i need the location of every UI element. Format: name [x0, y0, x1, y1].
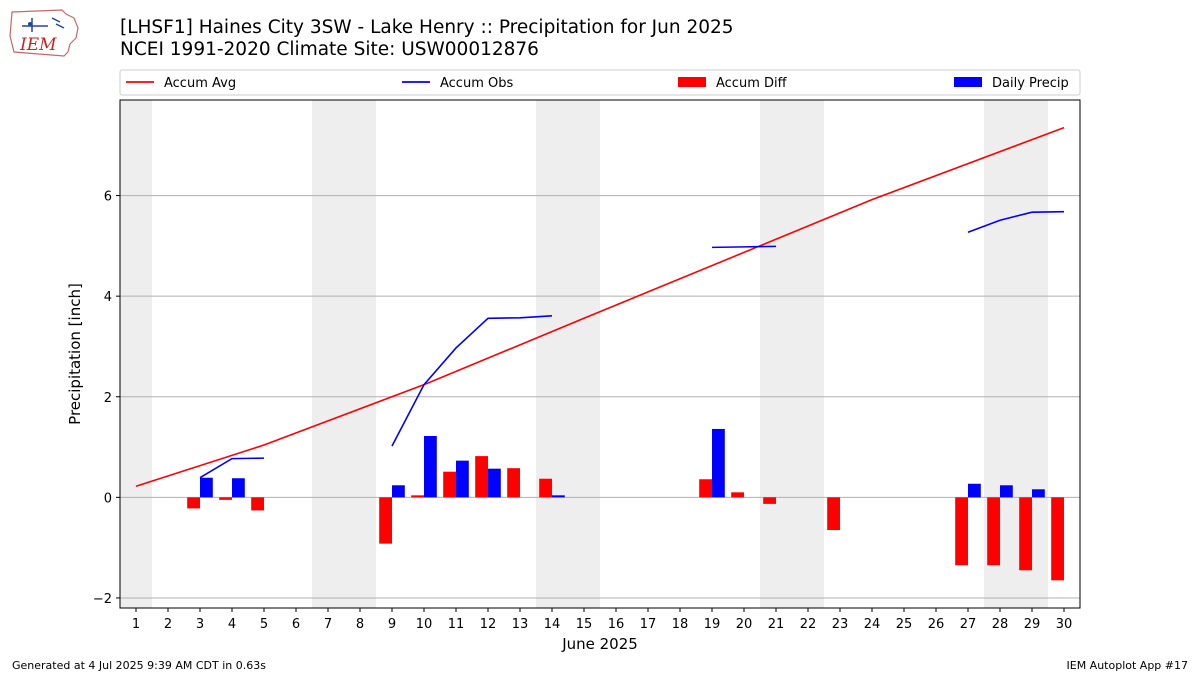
x-tick-label: 29	[1024, 617, 1041, 632]
x-tick-label: 13	[512, 617, 529, 632]
x-tick-label: 28	[992, 617, 1009, 632]
x-tick-label: 19	[704, 617, 721, 632]
y-axis: −2 0 2 4 6	[93, 190, 120, 607]
diff-bar	[955, 497, 968, 566]
y-tick-label: 4	[104, 290, 112, 305]
chart-title: [LHSF1] Haines City 3SW - Lake Henry :: …	[120, 17, 734, 38]
legend-label: Accum Diff	[716, 76, 788, 91]
x-axis-label: June 2025	[561, 635, 638, 653]
daily-bar	[968, 483, 981, 498]
weekend-band-14	[536, 100, 568, 608]
weekend-band-7	[312, 100, 344, 608]
x-tick-label: 8	[356, 617, 364, 632]
weekend-band-21	[760, 100, 792, 608]
x-tick-label: 7	[324, 617, 332, 632]
diff-bar	[763, 497, 776, 504]
x-tick-label: 18	[672, 617, 689, 632]
x-axis: 1 2 3 4 5 6 7 8 9 10 11 12 13 14 15 16 17 18 19 20 21 22 23 24 2…	[132, 608, 1072, 632]
weekend-band-8	[344, 100, 376, 608]
x-tick-label: 2	[164, 617, 172, 632]
iem-logo: IEM	[8, 6, 80, 62]
diff-bar	[1019, 497, 1032, 571]
y-axis-label: Precipitation [inch]	[66, 283, 84, 425]
diff-bar	[187, 497, 200, 509]
y-tick-label: −2	[93, 592, 112, 607]
footer-app: IEM Autoplot App #17	[1066, 659, 1189, 672]
x-tick-label: 21	[768, 617, 785, 632]
daily-bar	[424, 435, 437, 498]
x-tick-label: 12	[480, 617, 497, 632]
daily-bar	[712, 428, 725, 498]
weekend-band-22	[792, 100, 824, 608]
daily-bar	[392, 485, 405, 498]
daily-bar	[1032, 489, 1045, 498]
x-tick-label: 17	[640, 617, 657, 632]
diff-bar	[699, 479, 712, 498]
diff-bar	[379, 497, 392, 544]
diff-bar	[475, 456, 488, 498]
daily-bar	[456, 460, 469, 498]
legend-box	[119, 69, 1081, 96]
x-tick-label: 15	[576, 617, 593, 632]
daily-bar	[552, 495, 565, 498]
x-tick-label: 24	[864, 617, 881, 632]
x-tick-label: 6	[292, 617, 300, 632]
diff-bar	[411, 495, 424, 498]
logo-text: IEM	[19, 35, 57, 55]
x-tick-label: 5	[260, 617, 268, 632]
footer-generated: Generated at 4 Jul 2025 9:39 AM CDT in 0…	[12, 659, 266, 672]
legend: Accum Avg Accum Obs Accum Diff Daily Precip	[119, 69, 1081, 96]
daily-bar	[232, 478, 245, 498]
diff-bar	[219, 497, 232, 500]
accum-obs-line	[967, 210, 1065, 234]
legend-label: Daily Precip	[992, 76, 1069, 91]
diff-bar	[1051, 497, 1064, 581]
legend-swatch	[678, 77, 706, 87]
x-tick-label: 10	[416, 617, 433, 632]
x-tick-label: 26	[928, 617, 945, 632]
x-tick-label: 4	[228, 617, 236, 632]
accum-obs-line	[199, 457, 265, 479]
accum-obs-line	[391, 314, 553, 447]
accum-obs-line	[711, 245, 777, 249]
y-tick-label: 6	[104, 190, 112, 205]
x-tick-label: 14	[544, 617, 561, 632]
chart-subtitle: NCEI 1991-2020 Climate Site: USW00012876	[120, 39, 539, 60]
accum-avg-line	[135, 126, 1065, 488]
legend-swatch	[954, 77, 982, 87]
grid-lines	[120, 195, 1080, 599]
diff-bar	[987, 497, 1000, 566]
x-tick-label: 11	[448, 617, 465, 632]
legend-label: Accum Avg	[164, 76, 236, 91]
diff-bar	[539, 478, 552, 498]
daily-bar	[1000, 485, 1013, 498]
daily-bar	[488, 468, 501, 498]
weekend-bands	[120, 100, 1048, 608]
x-tick-label: 9	[388, 617, 396, 632]
y-tick-label: 2	[104, 391, 112, 406]
weekend-band-15	[568, 100, 600, 608]
diff-bar	[443, 471, 456, 498]
bars	[187, 428, 1064, 581]
legend-label: Accum Obs	[440, 76, 513, 91]
x-tick-label: 3	[196, 617, 204, 632]
y-tick-label: 0	[104, 491, 112, 506]
x-tick-label: 23	[832, 617, 849, 632]
x-tick-label: 22	[800, 617, 817, 632]
x-tick-label: 27	[960, 617, 977, 632]
x-tick-label: 1	[132, 617, 140, 632]
x-tick-label: 25	[896, 617, 913, 632]
daily-bar	[200, 477, 213, 498]
lines	[135, 126, 1065, 488]
x-tick-label: 16	[608, 617, 625, 632]
diff-bar	[251, 497, 264, 511]
weekend-band-1	[120, 100, 152, 608]
diff-bar	[827, 497, 840, 531]
diff-bar	[507, 468, 520, 498]
plot-frame	[119, 99, 1081, 609]
x-tick-label: 20	[736, 617, 753, 632]
x-tick-label: 30	[1056, 617, 1073, 632]
diff-bar	[731, 492, 744, 498]
